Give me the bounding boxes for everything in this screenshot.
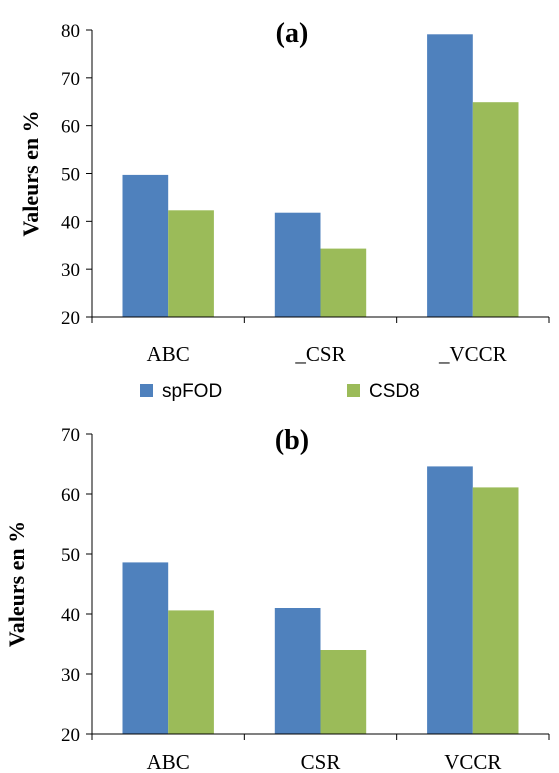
bar-a-spfod-vccr bbox=[427, 34, 473, 318]
category-label-a-vccr: _VCCR bbox=[438, 342, 507, 366]
bar-b-csd8-vccr bbox=[472, 487, 519, 734]
bar-a-csd8-vccr bbox=[472, 102, 519, 317]
bar-a-spfod-csr bbox=[274, 212, 321, 317]
chart-title-b: (b) bbox=[275, 425, 309, 456]
bar-b-spfod-csr bbox=[274, 608, 321, 734]
bar-b-csd8-abc bbox=[168, 610, 214, 734]
ytick-label-b-30: 30 bbox=[61, 665, 80, 686]
ytick-label-a-60: 60 bbox=[61, 117, 80, 138]
chart-title-a: (a) bbox=[276, 18, 309, 49]
bar-b-spfod-abc bbox=[122, 562, 169, 734]
ytick-label-b-60: 60 bbox=[61, 485, 80, 506]
legend-label-spfod: spFOD bbox=[162, 381, 222, 402]
bar-b-csd8-csr bbox=[320, 650, 367, 734]
bar-a-csd8-csr bbox=[320, 248, 367, 317]
category-label-b-vccr: VCCR bbox=[444, 750, 501, 773]
y-axis-label-a: Valeurs en % bbox=[18, 110, 43, 236]
category-label-a-csr: _CSR bbox=[294, 342, 345, 366]
y-axis-label-b: Valeurs en % bbox=[4, 521, 29, 647]
ytick-label-b-20: 20 bbox=[61, 725, 80, 746]
bar-b-spfod-vccr bbox=[427, 466, 473, 734]
ytick-label-a-30: 30 bbox=[61, 260, 80, 281]
ytick-label-a-70: 70 bbox=[61, 69, 80, 90]
ytick-label-a-50: 50 bbox=[61, 165, 80, 186]
category-label-a-abc: ABC bbox=[147, 342, 190, 366]
bar-a-csd8-abc bbox=[168, 210, 214, 317]
legend-label-csd8: CSD8 bbox=[369, 381, 420, 402]
legend-swatch-spfod bbox=[140, 384, 153, 397]
category-label-b-csr: CSR bbox=[301, 750, 341, 773]
ytick-label-b-50: 50 bbox=[61, 545, 80, 566]
legend-swatch-csd8 bbox=[347, 384, 360, 397]
ytick-label-a-20: 20 bbox=[61, 308, 80, 329]
ytick-label-b-40: 40 bbox=[61, 605, 80, 626]
ytick-label-a-80: 80 bbox=[61, 21, 80, 42]
ytick-label-a-40: 40 bbox=[61, 212, 80, 233]
category-label-b-abc: ABC bbox=[147, 750, 190, 773]
ytick-label-b-70: 70 bbox=[61, 425, 80, 446]
bar-a-spfod-abc bbox=[122, 174, 169, 317]
